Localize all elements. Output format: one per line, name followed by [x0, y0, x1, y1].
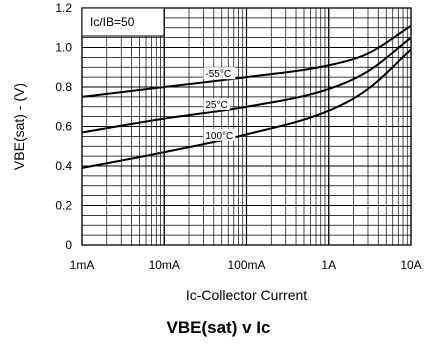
y-tick-label: 1.0 — [55, 41, 72, 55]
series-line — [81, 36, 412, 134]
plot-frame — [81, 7, 412, 246]
series-label-bg — [203, 97, 230, 110]
legend-box — [81, 7, 165, 37]
series-label: 25°C — [205, 100, 227, 111]
y-axis-label: VBE(sat) - (V) — [11, 83, 27, 170]
x-tick-label: 1mA — [70, 258, 95, 272]
x-tick-label: 10mA — [149, 258, 180, 272]
curves — [81, 24, 412, 169]
y-tick-label: 0.6 — [55, 120, 72, 134]
series-label-bg — [203, 128, 236, 141]
ticks: 1mA 10mA 100mA 1A 10A 0 0.2 0.4 0.6 0.8 1.0 1.2 — [55, 1, 421, 272]
y-tick-label: 0.4 — [55, 159, 72, 173]
grid — [81, 7, 412, 246]
y-tick-label: 0 — [65, 238, 72, 252]
chart-title: VBE(sat) v Ic — [166, 318, 271, 337]
curve-labels: -55°C 25°C 100°C — [203, 67, 236, 142]
y-tick-label: 0.8 — [55, 80, 72, 94]
x-tick-label: 1A — [321, 258, 336, 272]
y-tick-label: 0.2 — [55, 199, 72, 213]
x-tick-label: 100mA — [227, 258, 265, 272]
series-line — [81, 24, 412, 98]
series-label: -55°C — [205, 69, 231, 80]
series-line — [81, 48, 412, 169]
y-tick-label: 1.2 — [55, 1, 72, 15]
x-tick-label: 10A — [400, 258, 421, 272]
x-axis-label: Ic-Collector Current — [186, 287, 307, 303]
series-label-bg — [203, 67, 236, 80]
legend-note: Ic/IB=50 — [81, 7, 165, 37]
series-label: 100°C — [205, 131, 233, 142]
legend-text: Ic/IB=50 — [90, 15, 135, 29]
